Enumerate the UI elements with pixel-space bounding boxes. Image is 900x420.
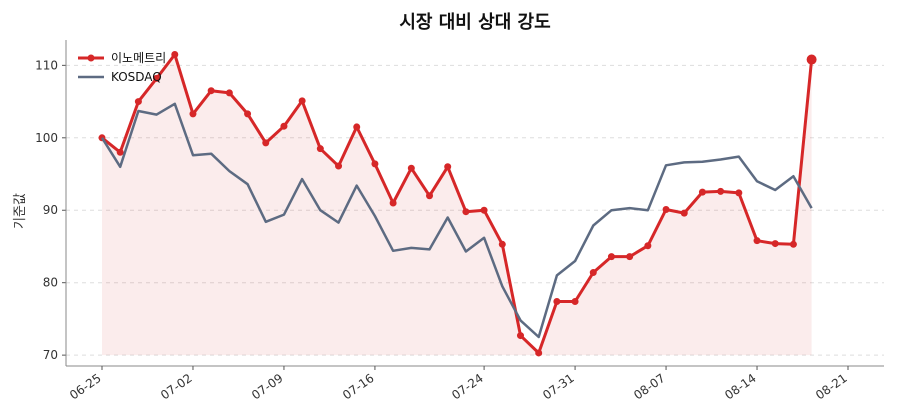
data-point <box>244 110 252 118</box>
data-point <box>280 122 288 130</box>
data-point <box>426 192 434 200</box>
x-tick-label: 08-07 <box>631 371 668 402</box>
x-tick-label: 07-16 <box>340 371 377 402</box>
data-point <box>225 89 233 97</box>
data-point <box>480 206 488 214</box>
data-point <box>498 240 506 248</box>
data-point <box>662 206 670 214</box>
x-tick-label: 08-21 <box>813 371 850 402</box>
y-axis-label: 기준값 <box>13 193 28 229</box>
legend-marker-innometry <box>87 54 95 62</box>
data-point <box>806 54 817 65</box>
data-point <box>407 164 415 172</box>
data-point <box>171 50 179 58</box>
y-tick-label: 70 <box>43 348 58 362</box>
data-point <box>262 139 270 147</box>
data-point <box>698 188 706 196</box>
data-point <box>644 242 652 250</box>
data-point <box>371 160 379 168</box>
legend-label-innometry: 이노메트리 <box>111 51 166 65</box>
data-point <box>753 237 761 245</box>
data-point <box>298 97 306 105</box>
data-point <box>444 163 452 171</box>
data-point <box>316 145 324 153</box>
data-point <box>789 240 797 248</box>
data-point <box>553 298 561 306</box>
data-point <box>535 349 543 357</box>
series-line-0 <box>101 53 814 355</box>
x-tick-label: 07-09 <box>249 371 286 402</box>
data-point <box>626 253 634 261</box>
y-tick-label: 90 <box>43 203 58 217</box>
x-tick-label: 07-02 <box>158 371 195 402</box>
data-point <box>571 298 579 306</box>
data-point <box>389 199 397 207</box>
data-point <box>189 110 197 118</box>
data-point <box>462 208 470 216</box>
data-point <box>607 253 615 261</box>
data-point <box>680 209 688 217</box>
series-line-1 <box>100 102 813 339</box>
data-point <box>516 332 524 340</box>
data-point <box>771 240 779 248</box>
data-point <box>589 269 597 277</box>
series-layer <box>98 50 817 357</box>
x-tick-label: 08-14 <box>722 371 759 402</box>
x-tick-label: 06-25 <box>67 371 104 402</box>
data-point <box>134 98 142 106</box>
data-point <box>735 189 743 197</box>
x-tick-label: 07-24 <box>449 371 486 402</box>
data-point <box>717 187 725 195</box>
y-tick-label: 100 <box>35 131 58 145</box>
chart-title: 시장 대비 상대 강도 <box>399 12 550 33</box>
x-tick-label: 07-31 <box>540 371 577 402</box>
legend-label-kosdaq: KOSDAQ <box>111 70 162 84</box>
y-tick-label: 110 <box>35 58 58 72</box>
data-point <box>116 148 124 156</box>
legend: 이노메트리 KOSDAQ <box>78 51 166 84</box>
data-point <box>353 123 361 131</box>
data-point <box>335 162 343 170</box>
data-point <box>153 74 161 82</box>
series-area-0 <box>102 54 812 356</box>
data-point <box>207 87 215 95</box>
y-tick-label: 80 <box>43 276 58 290</box>
